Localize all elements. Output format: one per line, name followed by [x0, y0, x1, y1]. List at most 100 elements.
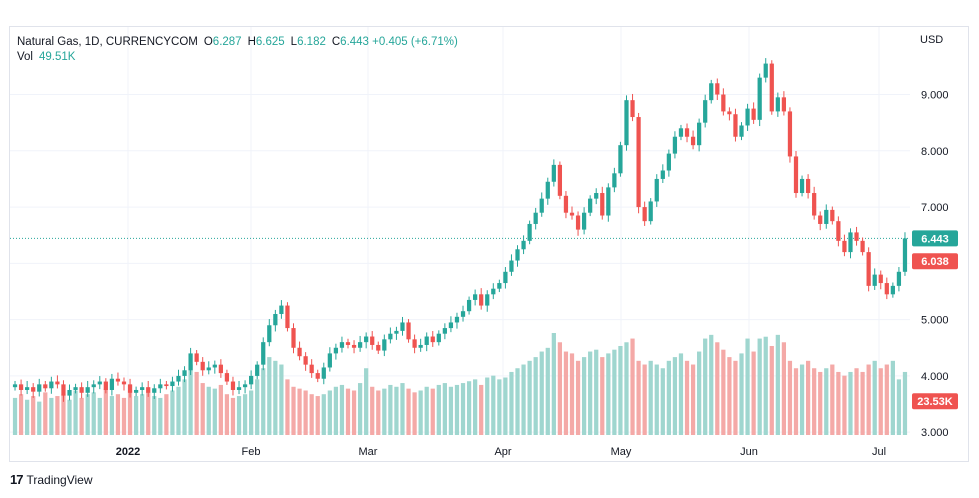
volume-bar	[805, 360, 811, 435]
tradingview-brand: TradingView	[26, 472, 93, 487]
volume-bar	[345, 388, 351, 435]
volume-bar	[91, 392, 96, 435]
volume-bar	[43, 392, 48, 435]
volume-bar	[176, 386, 181, 435]
volume-value: 49.51K	[39, 51, 76, 63]
tradingview-footer[interactable]: 17 TradingView	[10, 472, 93, 487]
volume-bar	[709, 334, 714, 435]
candle-body	[224, 373, 230, 382]
candle-body	[121, 381, 127, 385]
volume-bar	[49, 397, 54, 435]
volume-bar	[902, 371, 908, 435]
volume-bar	[521, 364, 526, 435]
candle-body	[818, 215, 823, 224]
candle-body	[757, 77, 762, 120]
volume-bar	[448, 386, 454, 435]
candle-body	[37, 384, 42, 392]
price-tag-box	[912, 253, 958, 270]
volume-bar	[497, 379, 502, 435]
candle-body	[787, 111, 793, 157]
volume-bar	[769, 345, 774, 435]
volume-bar	[697, 351, 702, 435]
candle-body	[49, 381, 54, 389]
volume-bar	[793, 368, 799, 435]
candle-body	[85, 387, 90, 393]
candle-body	[539, 198, 544, 213]
x-tick-label: Feb	[242, 446, 261, 458]
time-axis: 2022 Feb Mar Apr May Jun Jul	[116, 446, 886, 458]
candle-body	[158, 384, 163, 389]
volume-bar	[339, 384, 345, 435]
volume-label: Vol	[17, 51, 33, 63]
volume-bar	[588, 351, 593, 435]
volume-bar	[721, 349, 726, 435]
volume-bar	[545, 347, 550, 435]
close-value: 6.443	[340, 36, 369, 48]
price-tag-box	[912, 230, 958, 247]
volume-bar	[85, 394, 90, 435]
candle-body	[715, 83, 720, 95]
candle-body	[297, 347, 302, 357]
candle-body	[745, 108, 750, 126]
volume-bar	[224, 394, 230, 435]
candle-body	[436, 333, 441, 343]
candle-body	[733, 114, 738, 137]
candle-body	[636, 117, 641, 208]
volume-bar	[884, 364, 889, 435]
candle-body	[600, 193, 605, 216]
volume-bar	[569, 353, 575, 435]
volume-bar	[236, 396, 242, 435]
candle-body	[364, 336, 369, 343]
volume-bar	[12, 397, 18, 435]
candle-body	[315, 373, 320, 379]
volume-bar	[527, 360, 532, 435]
candle-body	[721, 94, 726, 112]
candle-body	[291, 328, 296, 348]
volume-bar	[61, 394, 66, 435]
candle-body	[460, 311, 466, 317]
candle-body	[73, 387, 78, 390]
volume-bar	[255, 379, 260, 435]
price-candles	[12, 58, 908, 402]
candle-body	[67, 389, 72, 396]
candle-body	[848, 232, 853, 253]
candle-body	[127, 384, 133, 393]
symbol-legend: Natural Gas, 1D, CURRENCYCOM O6.287 H6.625…	[17, 34, 458, 50]
volume-bar	[146, 392, 151, 435]
candle-body	[418, 344, 423, 348]
volume-bar	[230, 397, 236, 435]
volume-bar	[581, 357, 587, 435]
candle-body	[497, 283, 502, 289]
volume-bar	[860, 371, 865, 435]
candle-body	[357, 342, 363, 348]
candle-body	[146, 387, 151, 393]
volume-bar	[618, 345, 623, 435]
volume-bar	[242, 394, 248, 435]
volume-bar	[824, 368, 829, 435]
candle-body	[170, 381, 175, 387]
candle-body	[763, 63, 768, 78]
volume-bar	[745, 338, 750, 435]
volume-bar	[364, 368, 369, 435]
price-tag-text: 23.53K	[917, 396, 953, 408]
candle-body	[351, 344, 357, 348]
volume-bar	[854, 368, 859, 435]
price-tag-box	[912, 393, 958, 410]
x-tick-label: Jul	[872, 446, 886, 458]
volume-bar	[115, 394, 121, 435]
y-tick-label: 4.000	[921, 371, 949, 383]
volume-bar	[182, 379, 187, 435]
y-tick-label: 5.000	[921, 315, 949, 327]
candle-body	[133, 389, 139, 393]
volume-bar	[575, 360, 581, 435]
candle-body	[412, 339, 417, 348]
volume-bar	[660, 368, 665, 435]
candle-body	[896, 271, 902, 286]
volume-bar	[333, 386, 339, 435]
candle-body	[400, 322, 405, 331]
candle-body	[878, 274, 883, 284]
close-label: C	[331, 36, 341, 48]
candle-body	[612, 173, 617, 188]
y-tick-label: 3.000	[921, 427, 949, 439]
